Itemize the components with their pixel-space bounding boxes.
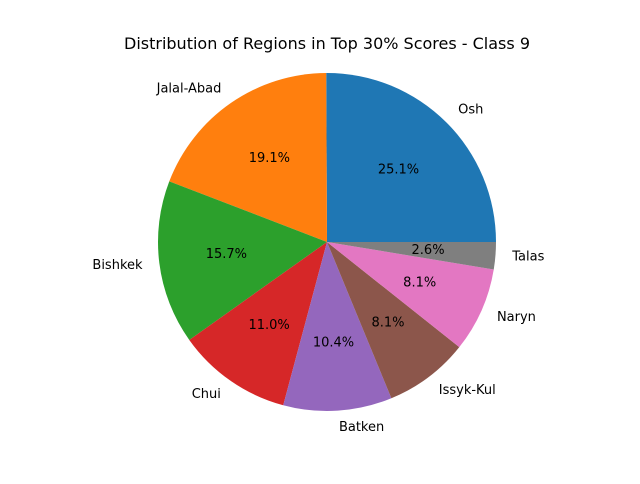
pie-slice-jalal-abad [169, 73, 327, 242]
slice-percent-naryn: 8.1% [403, 276, 436, 291]
pie-slice-talas [327, 242, 496, 270]
slice-percent-batken: 10.4% [313, 336, 354, 351]
slice-percent-issyk-kul: 8.1% [371, 316, 404, 331]
slice-label-jalal-abad: Jalal-Abad [156, 82, 222, 97]
slice-percent-jalal-abad: 19.1% [249, 151, 290, 166]
pie-slice-chui [189, 242, 327, 406]
slice-percent-chui: 11.0% [248, 318, 289, 333]
slice-label-bishkek: Bishkek [92, 258, 143, 273]
slice-percent-talas: 2.6% [412, 243, 445, 258]
slice-label-osh: Osh [458, 103, 483, 118]
pie-slice-issyk-kul [327, 242, 460, 399]
chart-title: Distribution of Regions in Top 30% Score… [124, 34, 530, 53]
slice-label-talas: Talas [511, 250, 544, 265]
pie-slice-batken [283, 242, 392, 411]
pie-slices [158, 72, 497, 411]
slice-label-chui: Chui [192, 387, 221, 402]
slice-label-naryn: Naryn [497, 310, 536, 325]
slice-label-issyk-kul: Issyk-Kul [439, 383, 496, 398]
slice-percent-bishkek: 15.7% [206, 247, 247, 262]
pie-slice-naryn [327, 242, 494, 348]
pie-slice-bishkek [158, 181, 327, 340]
slice-percent-osh: 25.1% [378, 163, 419, 178]
slice-label-batken: Batken [339, 420, 384, 435]
pie-labels: Osh 25.1% Jalal-Abad 19.1% Bishkek 15.7% Chui 1… [92, 82, 544, 436]
pie-slice-osh [326, 72, 497, 242]
